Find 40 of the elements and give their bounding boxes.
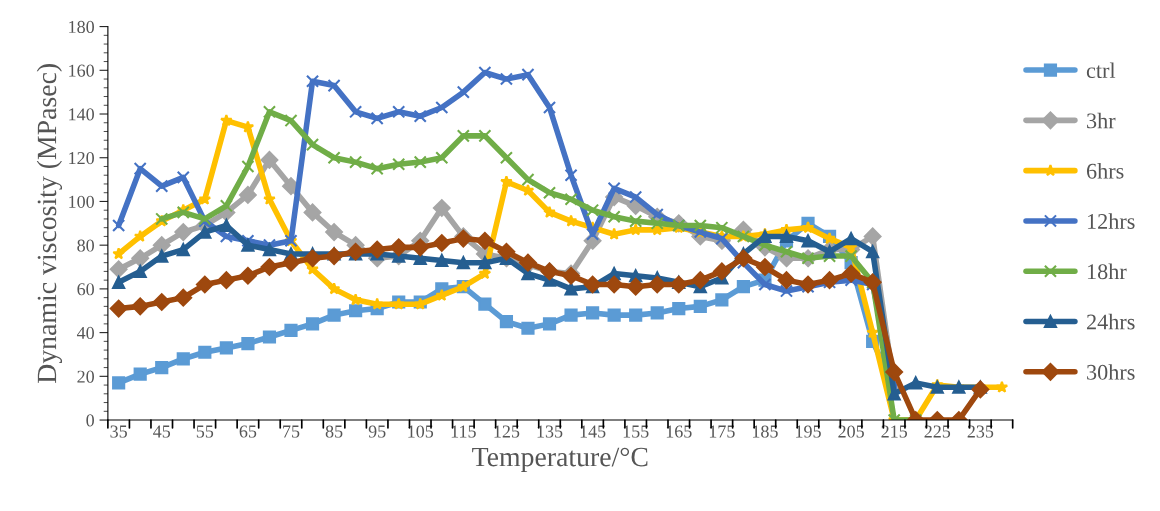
x-tick-label: 35 bbox=[110, 425, 127, 438]
x-tick-label: 135 bbox=[537, 425, 563, 438]
x-tick-label: 45 bbox=[153, 425, 171, 438]
y-tick-label: 60 bbox=[77, 283, 94, 296]
x-tick-label: 175 bbox=[709, 425, 735, 438]
x-tick-label: 115 bbox=[451, 425, 476, 438]
x-tick-label: 155 bbox=[623, 425, 649, 438]
x-tick-label: 55 bbox=[196, 425, 214, 438]
y-tick-label: 0 bbox=[86, 414, 94, 427]
x-tick-label: 165 bbox=[666, 425, 692, 438]
x-axis-title: Temperature/°C bbox=[472, 447, 648, 473]
x-tick-label: 145 bbox=[580, 425, 606, 438]
x-tick-label: 225 bbox=[924, 425, 951, 438]
y-tick-label: 100 bbox=[69, 195, 94, 208]
y-tick-label: 180 bbox=[69, 20, 94, 34]
legend-label: 12hrs bbox=[1087, 213, 1135, 229]
x-tick-label: 95 bbox=[368, 425, 386, 438]
x-tick-label: 85 bbox=[325, 425, 343, 438]
legend-label: ctrl bbox=[1086, 62, 1116, 79]
x-tick-label: 205 bbox=[838, 425, 864, 438]
y-tick-label: 40 bbox=[76, 326, 94, 340]
y-axis-title: Dynamic viscosity (MPasec) bbox=[36, 64, 63, 383]
x-tick-label: 195 bbox=[796, 425, 821, 438]
x-tick-label: 215 bbox=[881, 425, 908, 438]
y-tick-label: 20 bbox=[77, 370, 94, 383]
x-tick-label: 75 bbox=[283, 425, 300, 438]
legend-label: 24hrs bbox=[1086, 313, 1135, 330]
legend-label: 30hrs bbox=[1087, 364, 1135, 380]
y-tick-label: 80 bbox=[77, 239, 94, 252]
legend-label: 3hr bbox=[1087, 112, 1116, 129]
x-tick-label: 235 bbox=[967, 425, 994, 438]
y-tick-label: 120 bbox=[69, 151, 94, 165]
x-tick-label: 105 bbox=[408, 425, 434, 438]
y-tick-label: 160 bbox=[69, 64, 94, 77]
x-tick-label: 185 bbox=[752, 425, 778, 438]
legend-label: 18hr bbox=[1087, 263, 1127, 280]
legend-label: 6hrs bbox=[1086, 163, 1124, 179]
y-tick-label: 140 bbox=[69, 108, 94, 121]
x-tick-label: 65 bbox=[239, 425, 257, 438]
x-tick-label: 125 bbox=[494, 425, 520, 438]
